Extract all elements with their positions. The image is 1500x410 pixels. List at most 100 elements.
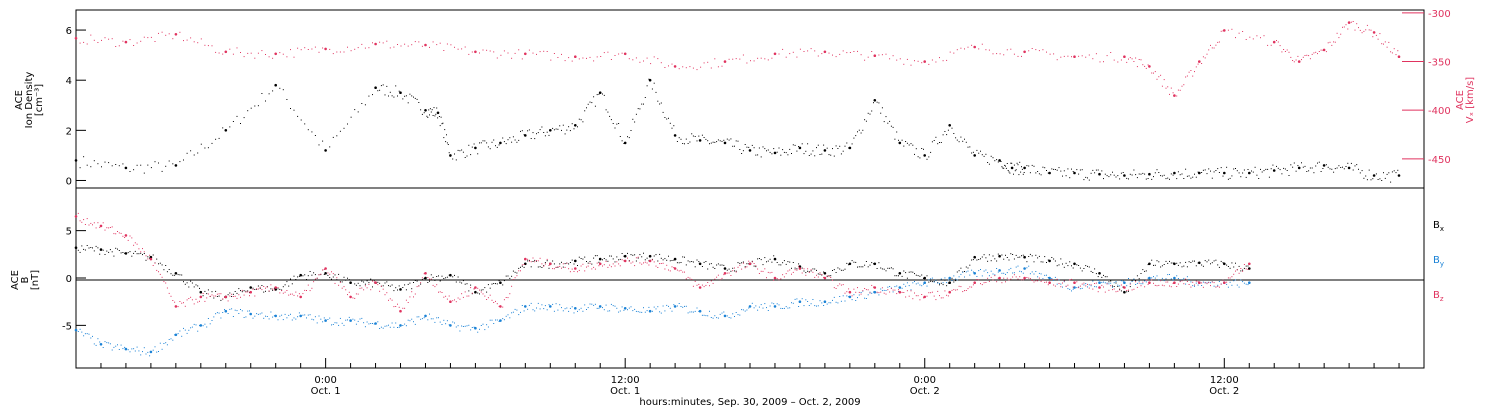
- legend-entry-bz: Bz: [1433, 290, 1444, 303]
- series-bx-trace: [812, 268, 814, 270]
- series-bx-trace: [236, 292, 238, 294]
- vx-series-trace: [1350, 21, 1352, 23]
- series-bz-trace: [676, 269, 678, 271]
- series-by-trace: [680, 306, 682, 307]
- series-bz-trace: [186, 299, 188, 301]
- vx-series-trace: [1169, 93, 1170, 95]
- series-bz-trace: [566, 262, 568, 264]
- series-bx-trace: [1054, 260, 1056, 262]
- vx-series-trace: [939, 57, 940, 59]
- ion-density-series-trace: [1087, 177, 1088, 179]
- series-bz-trace: [1167, 281, 1169, 283]
- series-bz-trace: [170, 295, 172, 297]
- series-bz-trace: [660, 263, 662, 264]
- series-bz-trace: [553, 268, 555, 270]
- series-bx-trace: [783, 260, 785, 262]
- series-by-trace: [102, 347, 104, 348]
- series-bz-trace: [969, 286, 971, 288]
- series-bx-trace: [127, 252, 129, 254]
- series-bx-trace: [921, 274, 923, 276]
- series-by-trace: [760, 304, 762, 306]
- vx-series-trace: [821, 53, 823, 55]
- series-bx-trace: [1128, 290, 1129, 292]
- series-bx-point: [1023, 255, 1026, 259]
- series-by-trace: [639, 311, 641, 313]
- series-bx-trace: [439, 280, 441, 282]
- vx-series-trace: [1176, 95, 1178, 97]
- series-bx-point: [1173, 262, 1176, 266]
- vx-series-trace: [479, 52, 480, 54]
- bottom-y-tick-label: -5: [62, 321, 72, 332]
- series-by-point: [773, 305, 777, 308]
- series-bx-trace: [1213, 260, 1215, 262]
- ion-density-series-trace: [835, 145, 837, 147]
- series-bx-trace: [1179, 262, 1181, 264]
- series-bz-point: [1223, 281, 1226, 285]
- ion-density-series-trace: [1388, 172, 1390, 174]
- series-by-trace: [215, 313, 217, 315]
- vx-series-trace: [660, 62, 662, 64]
- series-bx-trace: [810, 270, 812, 272]
- series-bx-point: [1148, 262, 1151, 266]
- vx-series-trace: [892, 55, 894, 57]
- series-by-trace: [1108, 283, 1110, 285]
- series-bx-trace: [730, 270, 732, 272]
- series-by-trace: [311, 318, 313, 320]
- series-by-trace: [99, 341, 101, 343]
- series-bz-trace: [1079, 285, 1081, 287]
- series-bx-trace: [527, 260, 529, 262]
- series-by-trace: [530, 302, 532, 304]
- series-by-trace: [188, 329, 190, 331]
- series-bz-trace: [372, 280, 373, 282]
- series-bx-point: [174, 272, 178, 275]
- series-bz-trace: [668, 269, 669, 271]
- series-bz-trace: [386, 292, 388, 294]
- series-bx-point: [449, 273, 452, 277]
- series-bx-trace: [90, 247, 92, 248]
- series-bx-trace: [701, 266, 703, 267]
- series-bx-trace: [288, 285, 290, 287]
- series-bz-trace: [161, 276, 163, 278]
- ion-density-series-point: [1123, 174, 1126, 177]
- ion-density-series-trace: [819, 154, 821, 155]
- series-by-trace: [1144, 280, 1146, 282]
- series-bx-trace: [382, 285, 384, 287]
- series-bx-trace: [732, 267, 734, 269]
- series-by-trace: [259, 313, 261, 315]
- series-bx-trace: [684, 256, 685, 258]
- series-by-trace: [338, 324, 340, 326]
- ion-density-series-trace: [880, 112, 882, 114]
- series-bz-trace: [739, 264, 741, 266]
- ion-density-series-trace: [1238, 172, 1240, 174]
- ion-density-series-trace: [892, 126, 894, 128]
- ion-density-series-trace: [1297, 165, 1299, 167]
- vx-series-trace: [643, 60, 644, 62]
- series-by-trace: [304, 314, 306, 316]
- ion-density-series-trace: [1231, 175, 1233, 177]
- series-bz-trace: [291, 293, 293, 295]
- series-bz-trace: [486, 299, 488, 300]
- ion-density-series-trace: [459, 150, 461, 152]
- series-by-trace: [323, 317, 325, 319]
- series-bx-trace: [716, 264, 718, 266]
- ion-density-series-trace: [783, 151, 785, 153]
- series-bz-trace: [1213, 282, 1215, 284]
- ion-density-series-trace: [801, 143, 803, 145]
- ion-density-series-point: [648, 78, 652, 82]
- series-by-trace: [409, 320, 411, 322]
- series-bx-trace: [644, 259, 646, 261]
- series-by-trace: [86, 333, 88, 335]
- series-bz-trace: [163, 281, 165, 283]
- series-bz-trace: [832, 279, 833, 281]
- series-bz-trace: [988, 280, 990, 282]
- series-bz-trace: [805, 274, 807, 276]
- series-bz-trace: [211, 294, 213, 296]
- vx-series-trace: [1194, 71, 1195, 73]
- vx-series-trace: [1293, 61, 1295, 63]
- ion-density-series-trace: [627, 136, 628, 138]
- series-bx-trace: [703, 261, 705, 263]
- series-bz-trace: [354, 297, 356, 299]
- series-bz-trace: [1035, 280, 1037, 282]
- ion-density-series-trace: [1384, 177, 1386, 179]
- series-by-trace: [988, 275, 990, 277]
